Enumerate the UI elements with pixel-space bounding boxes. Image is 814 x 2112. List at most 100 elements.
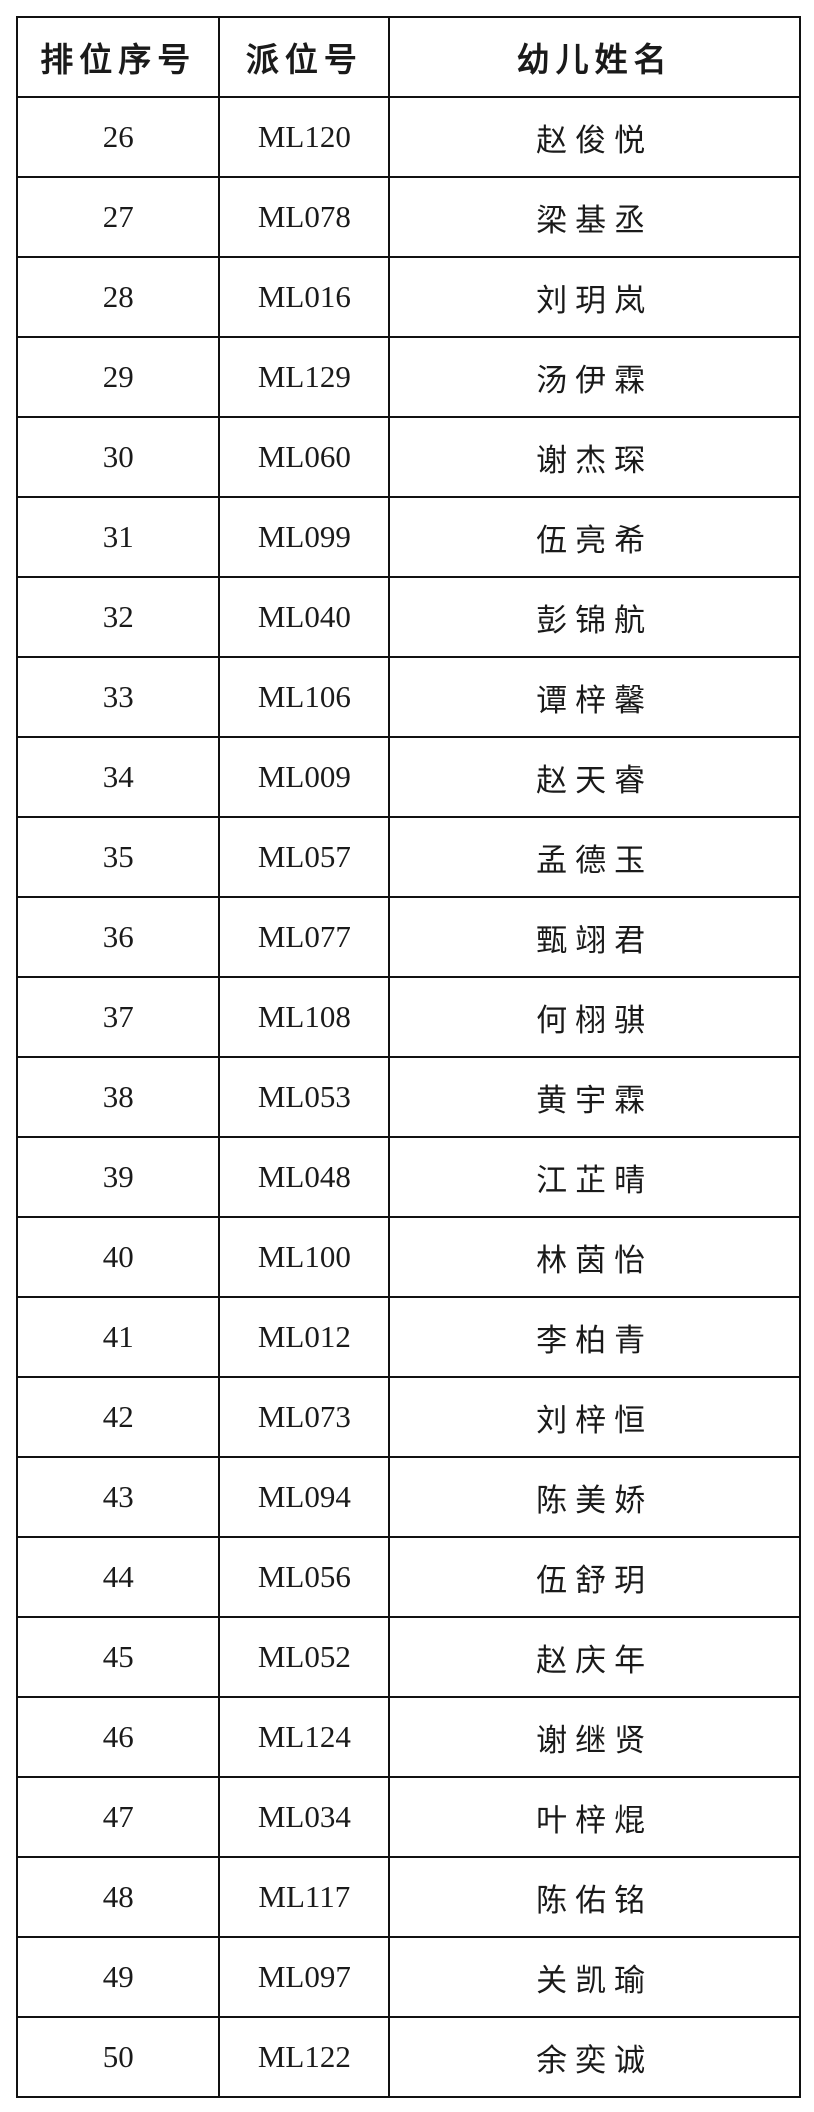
lottery-number-cell: ML009 [218, 736, 391, 818]
rank-cell: 30 [15, 416, 221, 498]
rank-cell: 35 [15, 816, 221, 898]
child-name-cell: 林茵怡 [388, 1216, 801, 1298]
table-row: 44 ML056 伍舒玥 [15, 1536, 801, 1618]
lottery-number-cell: ML100 [218, 1216, 391, 1298]
table-row: 31 ML099 伍亮希 [15, 496, 801, 578]
table-row: 30 ML060 谢杰琛 [15, 416, 801, 498]
child-name-cell: 赵庆年 [388, 1616, 801, 1698]
table-row: 45 ML052 赵庆年 [15, 1616, 801, 1698]
lottery-number-cell: ML108 [218, 976, 391, 1058]
table-row: 34 ML009 赵天睿 [15, 736, 801, 818]
child-name-cell: 伍亮希 [388, 496, 801, 578]
rank-cell: 31 [15, 496, 221, 578]
lottery-number-cell: ML073 [218, 1376, 391, 1458]
lottery-number-cell: ML052 [218, 1616, 391, 1698]
lottery-number-cell: ML012 [218, 1296, 391, 1378]
rank-cell: 27 [15, 176, 221, 258]
table-row: 28 ML016 刘玥岚 [15, 256, 801, 338]
rank-cell: 40 [15, 1216, 221, 1298]
lottery-number-cell: ML034 [218, 1776, 391, 1858]
table-row: 42 ML073 刘梓恒 [15, 1376, 801, 1458]
rank-cell: 47 [15, 1776, 221, 1858]
child-name-cell: 谢杰琛 [388, 416, 801, 498]
child-name-cell: 谢继贤 [388, 1696, 801, 1778]
table-row: 33 ML106 谭梓馨 [15, 656, 801, 738]
rank-cell: 48 [15, 1856, 221, 1938]
table-row: 26 ML120 赵俊悦 [15, 96, 801, 178]
child-name-cell: 江芷晴 [388, 1136, 801, 1218]
table-row: 29 ML129 汤伊霖 [15, 336, 801, 418]
rank-cell: 46 [15, 1696, 221, 1778]
table-row: 46 ML124 谢继贤 [15, 1696, 801, 1778]
lottery-number-cell: ML060 [218, 416, 391, 498]
child-name-cell: 甄翊君 [388, 896, 801, 978]
rank-cell: 26 [15, 96, 221, 178]
table-row: 35 ML057 孟德玉 [15, 816, 801, 898]
child-name-cell: 汤伊霖 [388, 336, 801, 418]
table-row: 38 ML053 黄宇霖 [15, 1056, 801, 1138]
child-name-cell: 关凯瑜 [388, 1936, 801, 2018]
header-rank: 排位序号 [15, 16, 221, 98]
lottery-number-cell: ML094 [218, 1456, 391, 1538]
child-name-cell: 梁基丞 [388, 176, 801, 258]
child-name-cell: 赵俊悦 [388, 96, 801, 178]
rank-cell: 33 [15, 656, 221, 738]
rank-cell: 43 [15, 1456, 221, 1538]
lottery-number-cell: ML040 [218, 576, 391, 658]
rank-cell: 34 [15, 736, 221, 818]
child-name-cell: 谭梓馨 [388, 656, 801, 738]
lottery-number-cell: ML048 [218, 1136, 391, 1218]
lottery-number-cell: ML106 [218, 656, 391, 738]
lottery-number-cell: ML078 [218, 176, 391, 258]
lottery-number-cell: ML016 [218, 256, 391, 338]
rank-cell: 29 [15, 336, 221, 418]
child-name-cell: 伍舒玥 [388, 1536, 801, 1618]
child-name-cell: 余奕诚 [388, 2016, 801, 2098]
rank-cell: 42 [15, 1376, 221, 1458]
lottery-number-cell: ML077 [218, 896, 391, 978]
child-name-cell: 陈美娇 [388, 1456, 801, 1538]
header-child-name: 幼儿姓名 [388, 16, 801, 98]
ranking-table: 排位序号 派位号 幼儿姓名 26 ML120 赵俊悦 27 ML078 梁基丞 28 ML01… [15, 16, 801, 2098]
table-header-row: 排位序号 派位号 幼儿姓名 [15, 16, 801, 98]
child-name-cell: 刘梓恒 [388, 1376, 801, 1458]
table-row: 37 ML108 何栩骐 [15, 976, 801, 1058]
child-name-cell: 彭锦航 [388, 576, 801, 658]
lottery-number-cell: ML120 [218, 96, 391, 178]
table-row: 39 ML048 江芷晴 [15, 1136, 801, 1218]
child-name-cell: 何栩骐 [388, 976, 801, 1058]
child-name-cell: 陈佑铭 [388, 1856, 801, 1938]
child-name-cell: 黄宇霖 [388, 1056, 801, 1138]
table-row: 27 ML078 梁基丞 [15, 176, 801, 258]
lottery-number-cell: ML122 [218, 2016, 391, 2098]
table-row: 41 ML012 李柏青 [15, 1296, 801, 1378]
table-row: 32 ML040 彭锦航 [15, 576, 801, 658]
lottery-number-cell: ML097 [218, 1936, 391, 2018]
lottery-number-cell: ML056 [218, 1536, 391, 1618]
rank-cell: 37 [15, 976, 221, 1058]
child-name-cell: 叶梓焜 [388, 1776, 801, 1858]
child-name-cell: 孟德玉 [388, 816, 801, 898]
rank-cell: 44 [15, 1536, 221, 1618]
lottery-number-cell: ML124 [218, 1696, 391, 1778]
table-row: 50 ML122 余奕诚 [15, 2016, 801, 2098]
lottery-number-cell: ML053 [218, 1056, 391, 1138]
header-lottery-number: 派位号 [218, 16, 391, 98]
table-row: 49 ML097 关凯瑜 [15, 1936, 801, 2018]
rank-cell: 49 [15, 1936, 221, 2018]
rank-cell: 39 [15, 1136, 221, 1218]
rank-cell: 41 [15, 1296, 221, 1378]
lottery-number-cell: ML057 [218, 816, 391, 898]
table-row: 47 ML034 叶梓焜 [15, 1776, 801, 1858]
lottery-number-cell: ML099 [218, 496, 391, 578]
rank-cell: 28 [15, 256, 221, 338]
child-name-cell: 赵天睿 [388, 736, 801, 818]
table-row: 36 ML077 甄翊君 [15, 896, 801, 978]
child-name-cell: 刘玥岚 [388, 256, 801, 338]
rank-cell: 50 [15, 2016, 221, 2098]
rank-cell: 45 [15, 1616, 221, 1698]
lottery-number-cell: ML117 [218, 1856, 391, 1938]
child-name-cell: 李柏青 [388, 1296, 801, 1378]
rank-cell: 32 [15, 576, 221, 658]
table-row: 48 ML117 陈佑铭 [15, 1856, 801, 1938]
